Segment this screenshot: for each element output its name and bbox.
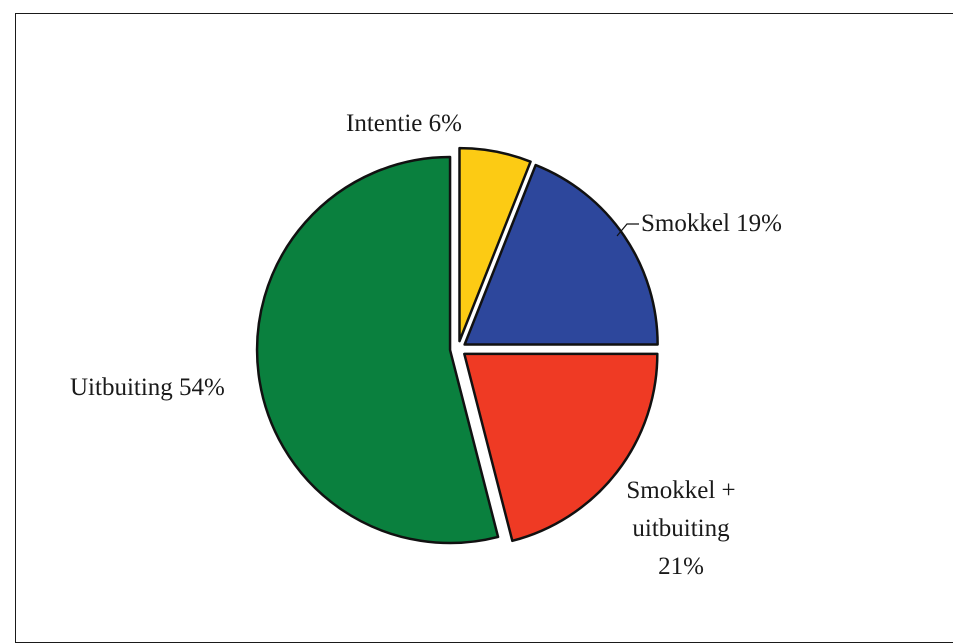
label-line: 21% [658, 553, 704, 580]
label-intentie: Intentie 6% [346, 110, 462, 137]
label-uitbuiting: Uitbuiting 54% [70, 374, 225, 401]
label-leaders [616, 223, 639, 237]
slice-intentie [458, 146, 532, 343]
label-line: Intentie 6% [346, 110, 462, 137]
label-line: Smokkel + [626, 477, 735, 504]
slice-uitbuiting [255, 155, 500, 545]
slice-smokkel-uitbuiting [463, 352, 659, 543]
pie-slices [255, 146, 659, 545]
label-smokkel: Smokkel 19% [641, 210, 782, 237]
slice-smokkel [463, 163, 659, 346]
label-line: Smokkel 19% [641, 210, 782, 237]
pie-labels: Intentie 6% Smokkel 19% Smokkel + uitbuitin… [70, 110, 782, 580]
label-line: uitbuiting [632, 515, 730, 542]
label-smokkel-uitbuiting: Smokkel + uitbuiting 21% [626, 477, 735, 580]
leader-line-smokkel [616, 223, 639, 237]
label-line: Uitbuiting 54% [70, 374, 225, 401]
